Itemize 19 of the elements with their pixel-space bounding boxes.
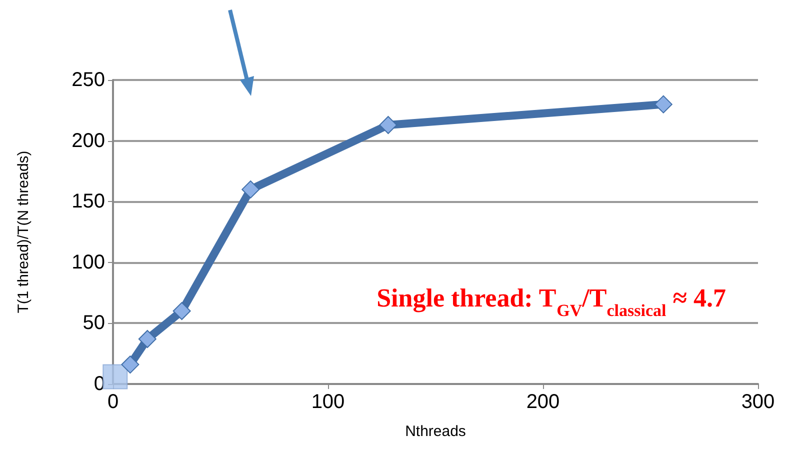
y-tick-label: 50	[82, 312, 105, 334]
y-tick-label: 150	[72, 190, 105, 213]
x-tick-label: 300	[741, 391, 775, 413]
y-tick-label: 250	[72, 69, 105, 91]
point	[242, 180, 260, 198]
point	[172, 302, 191, 320]
point	[654, 95, 672, 114]
y-tick-label: 200	[72, 130, 105, 152]
y-axis-title: T(1 thread)/T(N threads)	[15, 150, 32, 314]
point	[379, 116, 398, 134]
y-tick-label: 100	[72, 251, 105, 274]
x-axis-title: Nthreads	[405, 423, 466, 440]
point	[121, 356, 140, 374]
y-tick-label: 0	[94, 373, 105, 395]
point	[138, 330, 156, 348]
x-tick-label: 200	[526, 391, 560, 413]
x-tick-label: 100	[311, 391, 345, 413]
x-tick-label: 0	[107, 391, 119, 413]
point	[102, 364, 128, 390]
